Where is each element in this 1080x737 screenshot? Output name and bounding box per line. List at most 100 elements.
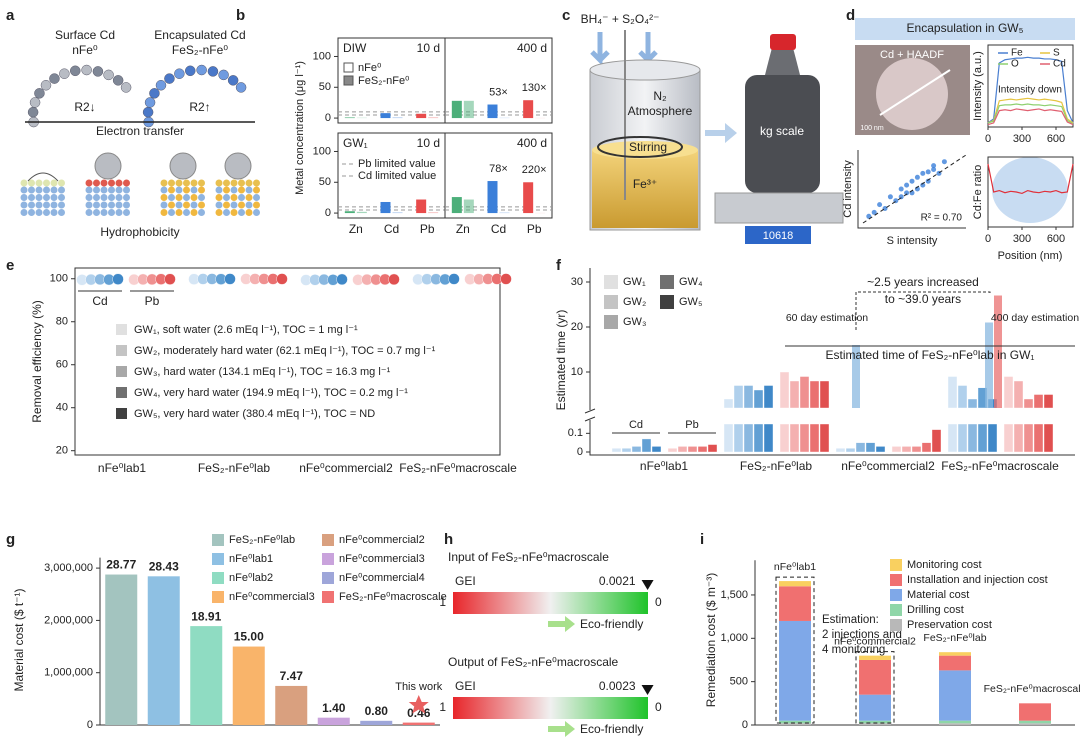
lattice-atom	[223, 209, 230, 216]
bar	[190, 626, 223, 725]
value-label: 18.91	[191, 609, 221, 623]
x-tick-label: 300	[1013, 233, 1031, 245]
bar	[931, 429, 942, 453]
lattice-atom	[160, 201, 168, 209]
label: Hydrophobicity	[100, 225, 179, 239]
lattice-atom	[215, 186, 223, 194]
lattice-atom	[108, 186, 115, 194]
label: 400 d	[517, 136, 547, 150]
bar	[392, 212, 403, 214]
plot-frame	[444, 132, 553, 219]
dot	[448, 273, 460, 285]
dot	[112, 273, 124, 285]
x-tick-label: 0	[655, 700, 662, 714]
bar	[487, 104, 498, 119]
lattice-atom	[50, 194, 58, 201]
lattice-atom	[183, 194, 190, 201]
dot	[164, 273, 176, 285]
surface-atom	[50, 179, 58, 187]
legend-label: nFe⁰lab2	[229, 572, 273, 584]
legend-swatch	[116, 324, 127, 335]
droplet	[224, 152, 252, 180]
bar-segment	[939, 655, 971, 671]
lattice-atom	[50, 186, 58, 194]
bar	[809, 380, 820, 453]
lattice-atom	[50, 201, 58, 209]
bar	[621, 448, 632, 453]
legend-swatch	[890, 619, 902, 631]
label: Atmosphere	[628, 104, 693, 118]
bar	[317, 717, 350, 725]
legend-label: Pb limited value	[358, 158, 436, 170]
x-tick-label: 1	[439, 595, 446, 609]
profile-line	[987, 56, 1074, 124]
panel-letter: f	[556, 257, 562, 274]
legend-label: Pb	[145, 294, 160, 308]
y-tick-label: 60	[56, 359, 68, 371]
bead	[120, 82, 132, 93]
legend-label: FeS₂-nFe⁰macroscale	[339, 591, 447, 603]
bead	[207, 66, 219, 77]
lattice-atom	[190, 194, 198, 201]
lattice-atom	[50, 209, 58, 216]
y-tick-label: 100	[50, 273, 68, 285]
legend-label: GW₄	[679, 276, 703, 288]
x-tick-label: Zn	[349, 222, 363, 236]
bar	[1043, 394, 1054, 453]
surface-atom	[85, 179, 93, 187]
bar	[1023, 398, 1034, 453]
lattice-atom	[215, 201, 223, 209]
profile-line	[987, 103, 1074, 125]
y-tick-label: 1,500	[720, 589, 748, 601]
lattice-atom	[35, 209, 43, 216]
bar	[697, 446, 708, 453]
estimate-label: 400 day estimation	[991, 312, 1079, 324]
label: Output of FeS₂-nFe⁰macroscale	[448, 655, 619, 669]
bottle-body	[745, 75, 820, 193]
legend-swatch	[322, 591, 334, 603]
legend-label: Cd	[629, 419, 643, 431]
lattice-atom	[245, 194, 253, 201]
bar-segment	[859, 659, 891, 695]
surface-atom	[115, 179, 123, 187]
bead	[59, 68, 70, 79]
lattice-atom	[223, 194, 230, 201]
scatter-point	[925, 169, 931, 175]
bead	[149, 88, 160, 99]
x-tick-label: Pb	[527, 222, 542, 236]
lattice-atom	[168, 186, 175, 194]
surface-atom	[58, 179, 65, 187]
bar	[855, 442, 866, 453]
bead	[142, 106, 154, 118]
bead	[27, 106, 39, 118]
lattice-atom	[58, 186, 65, 194]
estimate-label: 60 day estimation	[786, 312, 868, 324]
surface-atom	[190, 179, 198, 187]
legend-swatch	[604, 275, 618, 289]
fold-annotation: 130×	[522, 82, 547, 94]
dot	[500, 273, 512, 285]
bar	[1003, 376, 1014, 453]
label: R2↑	[189, 100, 210, 114]
bar-segment	[939, 652, 971, 656]
profile-path	[879, 69, 951, 116]
dot	[224, 273, 236, 285]
label: GEI	[455, 679, 476, 693]
bead	[235, 82, 247, 93]
scatter-point	[925, 178, 931, 184]
lattice-atom	[238, 186, 245, 194]
value-label: 7.47	[280, 669, 304, 683]
bar	[1013, 380, 1024, 453]
bar-segment	[779, 581, 811, 587]
lattice-atom	[245, 186, 253, 194]
legend-label: GW₂	[623, 296, 646, 308]
lattice-atom	[198, 209, 205, 216]
bar-segment	[939, 723, 971, 725]
bead	[155, 79, 167, 91]
lattice-atom	[20, 194, 28, 201]
x-tick-label: Zn	[456, 222, 470, 236]
lattice-atom	[198, 194, 205, 201]
droplet	[169, 152, 197, 180]
legend-label: nFe⁰	[358, 62, 382, 74]
bar	[707, 444, 718, 453]
